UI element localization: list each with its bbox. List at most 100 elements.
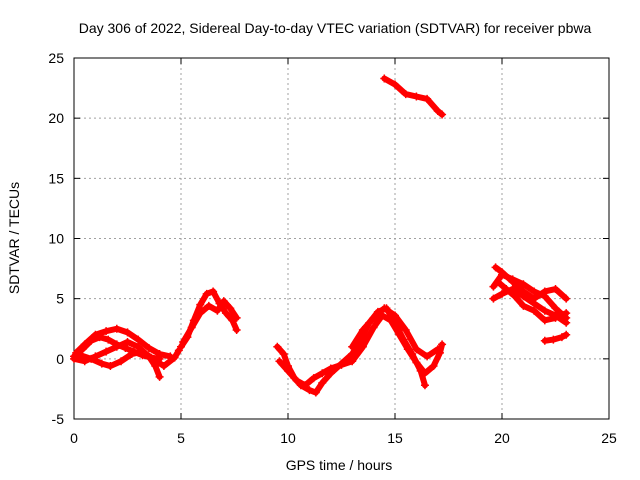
data-point xyxy=(305,386,314,395)
data-point xyxy=(337,360,346,369)
x-tick-label: 10 xyxy=(280,430,296,446)
data-point xyxy=(380,74,389,83)
data-point xyxy=(127,350,136,359)
data-point xyxy=(510,292,519,301)
data-point xyxy=(117,357,126,366)
data-point xyxy=(386,316,395,325)
data-point xyxy=(134,335,143,344)
data-point xyxy=(540,316,549,325)
data-point xyxy=(358,342,367,351)
data-point xyxy=(91,330,100,339)
data-point xyxy=(87,354,96,363)
data-point xyxy=(273,342,282,351)
y-tick-label: 25 xyxy=(48,50,64,66)
data-point xyxy=(301,381,310,390)
data-point xyxy=(204,301,213,310)
data-point xyxy=(155,372,164,381)
data-point xyxy=(420,369,429,378)
data-point xyxy=(213,306,222,315)
data-point xyxy=(232,313,241,322)
x-tick-label: 20 xyxy=(494,430,510,446)
data-point xyxy=(219,297,228,306)
data-point xyxy=(491,263,500,272)
series-track-10 xyxy=(380,74,447,119)
series-track-13 xyxy=(491,263,571,303)
data-point xyxy=(502,285,511,294)
data-point xyxy=(348,357,357,366)
data-point xyxy=(102,327,111,336)
data-point xyxy=(232,325,241,334)
data-point xyxy=(279,350,288,359)
data-point xyxy=(275,357,284,366)
data-point xyxy=(97,359,106,368)
y-tick-label: 0 xyxy=(56,351,64,367)
data-point xyxy=(326,364,335,373)
data-point xyxy=(423,94,432,103)
data-point xyxy=(348,342,357,351)
data-point xyxy=(530,294,539,303)
series-group xyxy=(70,74,571,397)
data-point xyxy=(540,306,549,315)
series-track-15 xyxy=(540,330,571,345)
data-point xyxy=(412,358,421,367)
data-point xyxy=(562,318,571,327)
data-point xyxy=(318,378,327,387)
data-point xyxy=(144,344,153,353)
data-point xyxy=(112,342,121,351)
data-point xyxy=(562,294,571,303)
y-axis-label: SDTVAR / TECUs xyxy=(6,182,22,294)
data-point xyxy=(540,287,549,296)
data-point xyxy=(102,347,111,356)
data-point xyxy=(159,362,168,371)
data-point xyxy=(391,80,399,89)
data-point xyxy=(369,323,378,332)
data-point xyxy=(226,304,235,313)
data-point xyxy=(493,277,502,286)
data-point xyxy=(70,354,78,363)
data-point xyxy=(508,277,517,286)
data-point xyxy=(551,313,560,322)
data-point xyxy=(138,347,147,356)
data-point xyxy=(412,92,421,101)
x-axis-label: GPS time / hours xyxy=(286,457,393,473)
x-tick-label: 0 xyxy=(70,430,78,446)
data-point xyxy=(551,285,560,294)
series-track-14 xyxy=(493,277,571,325)
data-point xyxy=(438,110,447,119)
data-point xyxy=(149,354,158,363)
data-point xyxy=(562,330,571,339)
data-point xyxy=(401,325,410,334)
data-point xyxy=(112,324,121,333)
data-point xyxy=(311,388,320,397)
data-point xyxy=(530,306,539,315)
data-point xyxy=(221,309,230,318)
data-point xyxy=(395,330,404,339)
data-point xyxy=(551,304,560,313)
data-point xyxy=(104,335,113,344)
data-point xyxy=(540,336,549,345)
data-point xyxy=(562,309,571,318)
data-point xyxy=(369,313,378,322)
series-track-4 xyxy=(76,346,183,371)
data-point xyxy=(423,352,432,361)
data-point xyxy=(438,340,447,349)
data-point xyxy=(209,287,218,296)
series-track-6 xyxy=(179,297,241,346)
y-tick-label: 10 xyxy=(48,231,64,247)
data-point xyxy=(358,325,367,334)
y-tick-labels: -5 0 5 10 15 20 25 xyxy=(48,50,64,427)
data-point xyxy=(76,351,85,360)
data-point xyxy=(309,374,318,383)
data-point xyxy=(170,353,179,362)
data-point xyxy=(187,323,196,332)
data-point xyxy=(489,282,498,291)
data-point xyxy=(530,287,539,296)
data-point xyxy=(155,350,164,359)
data-point xyxy=(177,342,185,351)
series-track-9 xyxy=(348,304,442,361)
chart-title: Day 306 of 2022, Sidereal Day-to-day VTE… xyxy=(79,20,592,36)
x-tick-label: 25 xyxy=(601,430,617,446)
data-point xyxy=(391,311,399,320)
series-line xyxy=(178,288,240,350)
data-point xyxy=(420,381,429,390)
